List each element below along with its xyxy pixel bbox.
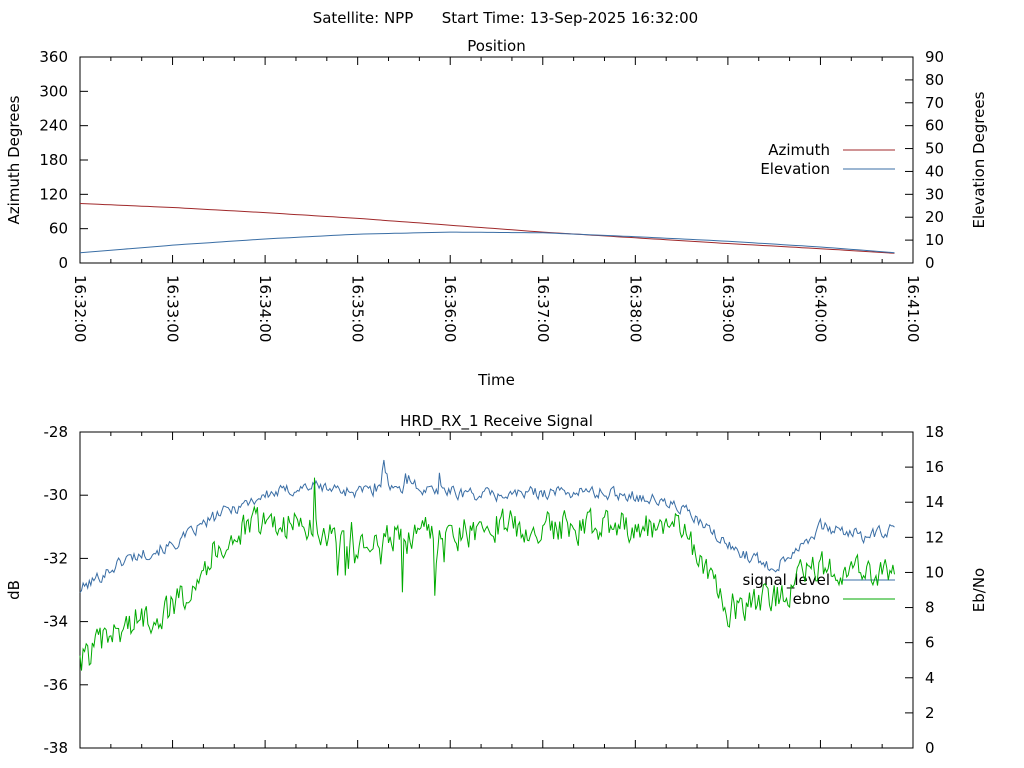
y-tick-label: -38 bbox=[44, 739, 69, 757]
x-tick-label: 16:36:00 bbox=[441, 275, 459, 342]
x-tick-label: 16:41:00 bbox=[904, 275, 922, 342]
y-axis-label: Azimuth Degrees bbox=[5, 95, 23, 224]
x-axis-label: Time bbox=[477, 371, 515, 389]
y-tick-label: -34 bbox=[44, 613, 69, 631]
y2-tick-label: 0 bbox=[925, 254, 935, 272]
y2-axis-label: Elevation Degrees bbox=[970, 91, 988, 228]
x-tick-label: 16:37:00 bbox=[534, 275, 552, 342]
y2-tick-label: 4 bbox=[925, 669, 935, 687]
receive-signal-chart: HRD_RX_1 Receive Signal -28 -30 -32 -34 -36 -3… bbox=[5, 412, 988, 757]
plot-frame bbox=[79, 431, 914, 749]
y-tick-label: 300 bbox=[39, 82, 68, 100]
y2-tick-label: 90 bbox=[925, 48, 944, 66]
y2-tick-label: 16 bbox=[925, 458, 944, 476]
y-axis-label: dB bbox=[5, 580, 23, 600]
y2-tick-label: 12 bbox=[925, 528, 944, 546]
x-tick-label: 16:39:00 bbox=[719, 275, 737, 342]
y2-tick-label: 40 bbox=[925, 162, 944, 180]
legend-label: Azimuth bbox=[768, 141, 830, 159]
x-tick-label: 16:33:00 bbox=[164, 275, 182, 342]
y2-tick-label: 30 bbox=[925, 185, 944, 203]
y-tick-label: -28 bbox=[44, 423, 69, 441]
y2-tick-label: 70 bbox=[925, 94, 944, 112]
series-line-Azimuth bbox=[79, 203, 895, 254]
start-time-label: Start Time: 13-Sep-2025 16:32:00 bbox=[442, 9, 698, 27]
series-line-Elevation bbox=[79, 231, 895, 254]
x-tick-label: 16:35:00 bbox=[349, 275, 367, 342]
y-tick-label: 60 bbox=[49, 220, 68, 238]
y-tick-label: -30 bbox=[44, 486, 69, 504]
y-tick-label: 0 bbox=[58, 254, 68, 272]
y-tick-label: 120 bbox=[39, 185, 68, 203]
y2-tick-label: 18 bbox=[925, 423, 944, 441]
position-chart: Position 0 60 120 180 240 300 360 0 10 20 30 40 50 60 7… bbox=[5, 37, 988, 389]
series-line-ebno bbox=[79, 477, 895, 671]
y2-tick-label: 60 bbox=[925, 117, 944, 135]
y2-tick-label: 2 bbox=[925, 704, 935, 722]
chart-title: HRD_RX_1 Receive Signal bbox=[400, 412, 593, 431]
y-tick-label: 360 bbox=[39, 48, 68, 66]
chart-title: Position bbox=[467, 37, 525, 55]
x-tick-label: 16:34:00 bbox=[256, 275, 274, 342]
y2-axis-label: Eb/No bbox=[970, 568, 988, 612]
y2-tick-label: 50 bbox=[925, 140, 944, 158]
y2-tick-label: 0 bbox=[925, 739, 935, 757]
y2-tick-label: 10 bbox=[925, 231, 944, 249]
y2-tick-label: 6 bbox=[925, 634, 935, 652]
x-tick-label: 16:38:00 bbox=[626, 275, 644, 342]
x-tick-label: 16:40:00 bbox=[811, 275, 829, 342]
x-tick-label: 16:32:00 bbox=[71, 275, 89, 342]
y-tick-label: 180 bbox=[39, 151, 68, 169]
y2-tick-label: 20 bbox=[925, 208, 944, 226]
y2-tick-label: 10 bbox=[925, 563, 944, 581]
legend-label: Elevation bbox=[760, 160, 830, 178]
y-tick-label: -32 bbox=[44, 549, 69, 567]
legend-label: signal_level bbox=[742, 571, 830, 590]
y2-tick-label: 14 bbox=[925, 493, 944, 511]
y-tick-label: -36 bbox=[44, 676, 69, 694]
y-tick-label: 240 bbox=[39, 117, 68, 135]
legend-label: ebno bbox=[793, 590, 830, 608]
series-line-signal-level bbox=[79, 459, 895, 593]
satellite-label: Satellite: NPP bbox=[313, 9, 414, 27]
y2-tick-label: 80 bbox=[925, 71, 944, 89]
y2-tick-label: 8 bbox=[925, 599, 935, 617]
